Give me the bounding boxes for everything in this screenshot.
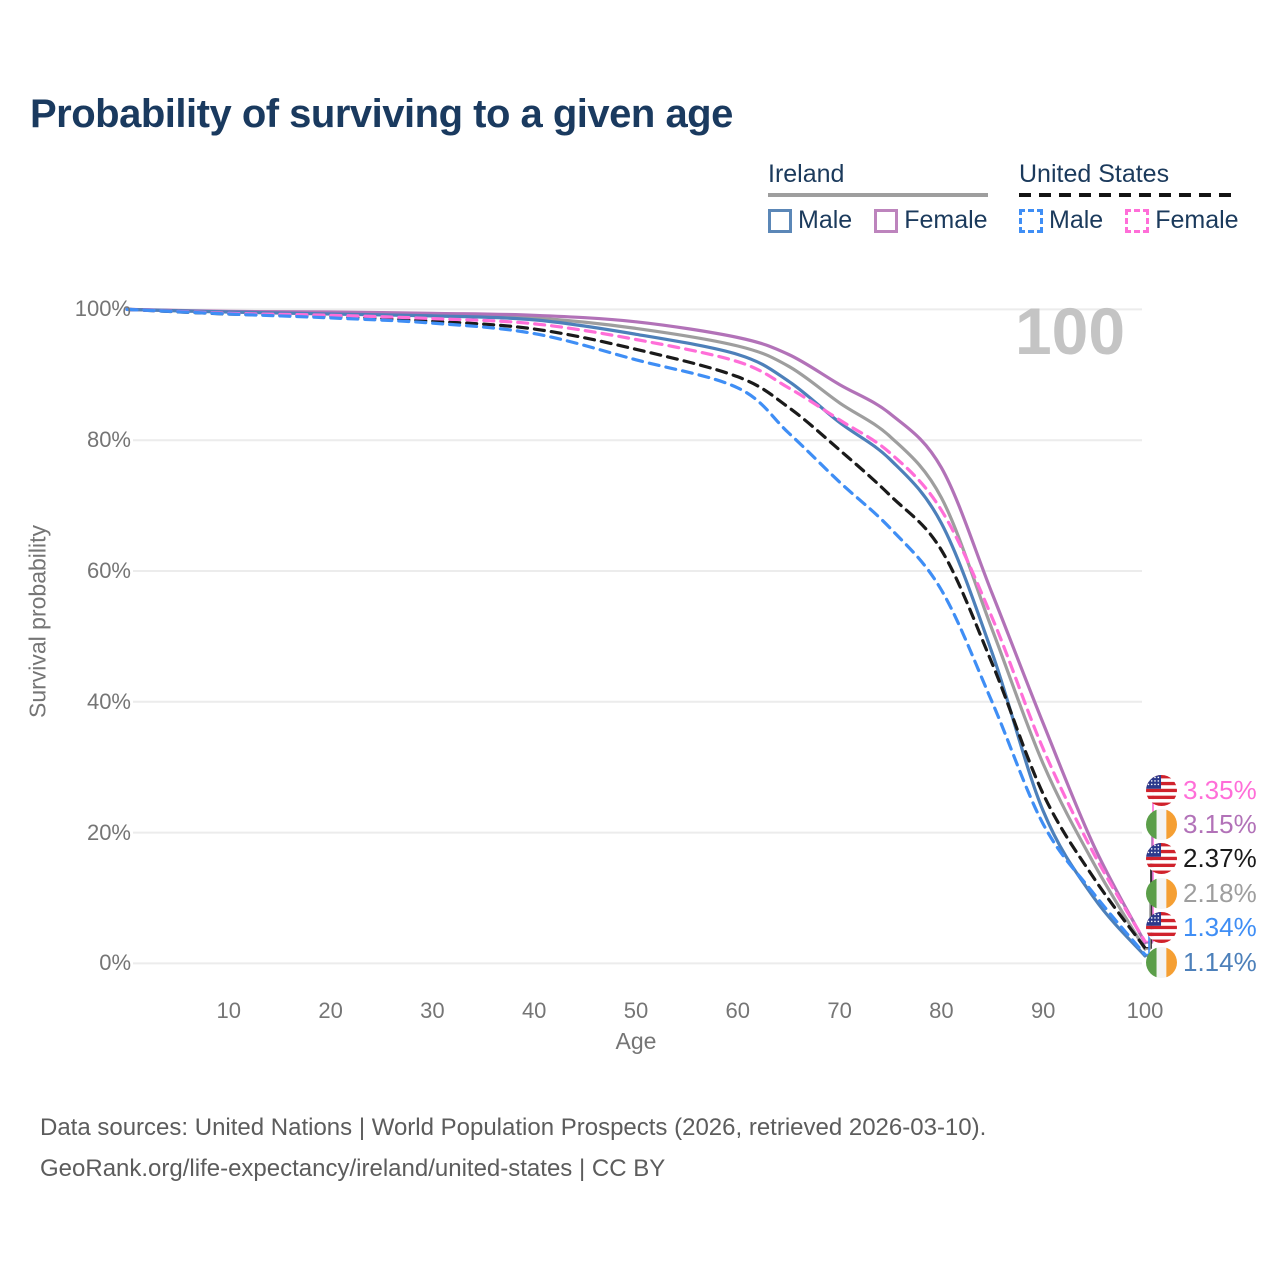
x-tick-30: 30 [420, 998, 445, 1023]
page-title: Probability of surviving to a given age [30, 92, 733, 136]
ireland-male-swatch-icon [768, 208, 792, 233]
united-states-line-swatch [1019, 193, 1239, 197]
ireland-flag-icon [1146, 808, 1177, 840]
legend-header-united-states-label: United States [1019, 160, 1170, 188]
end-label-us_female: 3.35% [1146, 774, 1257, 806]
legend-item-ireland-female[interactable]: Female [874, 206, 988, 235]
legend-header-united-states[interactable]: United States [1019, 160, 1239, 197]
y-tick-0%: 0% [99, 950, 131, 976]
end-label-us_all: 2.37% [1146, 843, 1257, 875]
legend-item-us-male[interactable]: Male [1019, 206, 1103, 235]
end-label-value-ie_male: 1.14% [1183, 946, 1257, 977]
end-label-value-us_male: 1.34% [1183, 912, 1257, 943]
y-tick-100%: 100% [74, 296, 131, 322]
legend-item-us-female[interactable]: Female [1125, 206, 1239, 235]
age-watermark: 100 [1014, 294, 1126, 368]
end-label-value-ie_female: 3.15% [1183, 808, 1257, 839]
x-tick-100: 100 [1126, 998, 1164, 1023]
legend-item-label: Male [1049, 206, 1104, 234]
legend-group-ireland: Ireland Male Female [768, 160, 988, 235]
series-line-ie_female[interactable] [125, 307, 1147, 945]
end-label-ie_all: 2.18% [1146, 877, 1257, 909]
end-label-value-us_female: 3.35% [1183, 774, 1257, 805]
end-label-ie_female: 3.15% [1146, 808, 1257, 840]
y-tick-20%: 20% [86, 819, 131, 845]
ireland-line-swatch [768, 193, 988, 197]
series-line-us_male[interactable] [125, 307, 1147, 957]
us-flag-icon [1146, 912, 1177, 944]
ireland-flag-icon [1146, 877, 1177, 909]
ireland-female-swatch-icon [874, 208, 899, 233]
y-tick-60%: 60% [86, 558, 131, 583]
us-female-swatch-icon [1125, 208, 1150, 233]
legend-header-ireland[interactable]: Ireland [768, 160, 988, 197]
y-tick-40%: 40% [86, 688, 131, 714]
legend-item-ireland-male[interactable]: Male [768, 206, 852, 235]
footer-attribution: GeoRank.org/life-expectancy/ireland/unit… [40, 1154, 666, 1182]
footer-data-sources: Data sources: United Nations | World Pop… [40, 1114, 987, 1141]
x-tick-20: 20 [318, 998, 343, 1023]
footer: Data sources: United Nations | World Pop… [40, 1108, 986, 1190]
x-tick-10: 10 [216, 998, 242, 1023]
us-male-swatch-icon [1019, 208, 1043, 233]
x-axis-title: Age [615, 1028, 657, 1054]
x-tick-40: 40 [521, 998, 547, 1023]
x-tick-80: 80 [929, 998, 954, 1023]
legend-group-united-states: United States Male Female [1019, 160, 1239, 235]
end-label-ie_male: 1.14% [1146, 946, 1257, 978]
legend-item-label: Male [798, 206, 853, 234]
end-label-value-us_all: 2.37% [1183, 843, 1257, 874]
legend-item-label: Female [1155, 206, 1239, 234]
survival-chart[interactable] [0, 0, 1280, 1080]
y-tick-80%: 80% [86, 427, 131, 453]
x-tick-70: 70 [827, 998, 852, 1023]
us-flag-icon [1146, 843, 1177, 875]
x-tick-90: 90 [1030, 998, 1056, 1023]
series-line-ie_all[interactable] [125, 307, 1147, 951]
ireland-flag-icon [1146, 946, 1177, 978]
legend-item-label: Female [904, 206, 988, 234]
series-line-us_female[interactable] [125, 307, 1147, 944]
x-tick-50: 50 [623, 998, 649, 1023]
end-label-value-ie_all: 2.18% [1183, 877, 1257, 908]
legend-header-ireland-label: Ireland [768, 160, 845, 188]
x-tick-60: 60 [725, 998, 751, 1023]
end-label-us_male: 1.34% [1146, 912, 1257, 944]
us-flag-icon [1146, 774, 1177, 806]
